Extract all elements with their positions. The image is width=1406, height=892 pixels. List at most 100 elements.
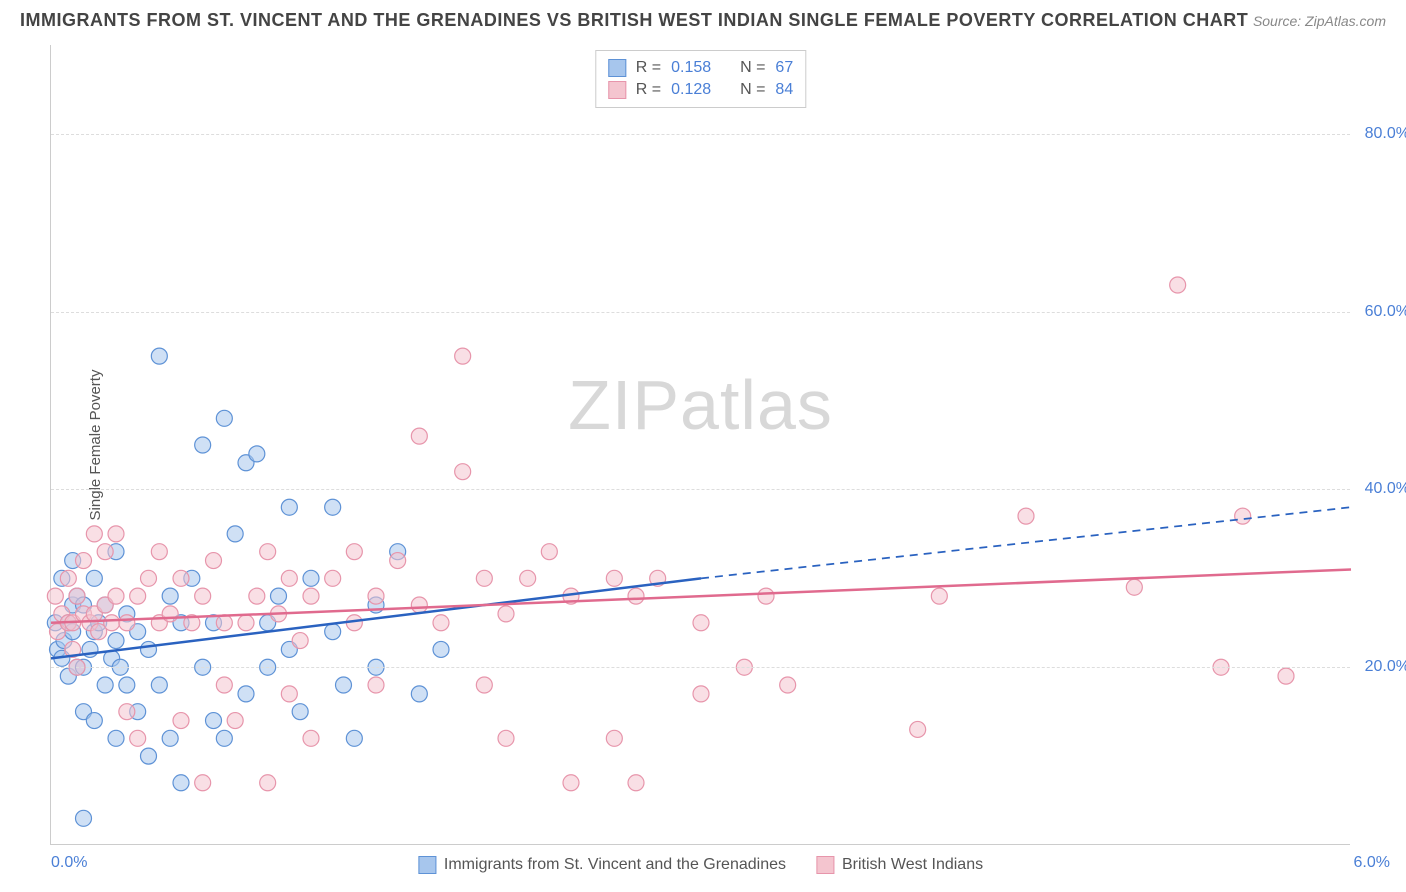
data-point <box>563 775 579 791</box>
data-point <box>216 410 232 426</box>
data-point <box>336 677 352 693</box>
data-point <box>606 570 622 586</box>
series-1-name: Immigrants from St. Vincent and the Gren… <box>444 856 786 874</box>
data-point <box>141 748 157 764</box>
legend-item-1: Immigrants from St. Vincent and the Gren… <box>418 856 786 874</box>
data-point <box>108 633 124 649</box>
data-point <box>227 713 243 729</box>
legend-swatch-series1 <box>418 856 436 874</box>
data-point <box>411 428 427 444</box>
legend-swatch-blue <box>608 59 626 77</box>
data-point <box>162 588 178 604</box>
data-point <box>292 633 308 649</box>
legend-swatch-pink <box>608 81 626 99</box>
plot-area: ZIPatlas R = 0.158 N = 67 R = 0.128 N = … <box>50 45 1350 845</box>
data-point <box>47 588 63 604</box>
x-tick-min: 0.0% <box>51 854 87 872</box>
data-point <box>141 570 157 586</box>
n-value-1: 67 <box>775 59 793 77</box>
data-point <box>119 677 135 693</box>
data-point <box>368 677 384 693</box>
data-point <box>390 553 406 569</box>
data-point <box>498 730 514 746</box>
data-point <box>206 713 222 729</box>
data-point <box>173 713 189 729</box>
n-value-2: 84 <box>775 81 793 99</box>
r-value-2: 0.128 <box>671 81 711 99</box>
data-point <box>346 730 362 746</box>
data-point <box>411 686 427 702</box>
data-point <box>76 810 92 826</box>
gridline <box>51 489 1350 490</box>
data-point <box>108 588 124 604</box>
data-point <box>173 570 189 586</box>
data-point <box>455 348 471 364</box>
data-point <box>86 526 102 542</box>
data-point <box>1235 508 1251 524</box>
data-point <box>303 588 319 604</box>
data-point <box>628 775 644 791</box>
data-point <box>1278 668 1294 684</box>
data-point <box>303 730 319 746</box>
data-point <box>206 553 222 569</box>
data-point <box>758 588 774 604</box>
data-point <box>119 704 135 720</box>
data-point <box>433 641 449 657</box>
data-point <box>271 588 287 604</box>
data-point <box>292 704 308 720</box>
data-point <box>86 570 102 586</box>
data-point <box>104 615 120 631</box>
data-point <box>520 570 536 586</box>
data-point <box>108 526 124 542</box>
data-point <box>151 348 167 364</box>
y-tick-label: 20.0% <box>1365 658 1406 676</box>
data-point <box>130 730 146 746</box>
data-point <box>260 775 276 791</box>
data-point <box>910 721 926 737</box>
legend-item-2: British West Indians <box>816 856 983 874</box>
data-point <box>476 677 492 693</box>
data-point <box>1170 277 1186 293</box>
data-point <box>173 775 189 791</box>
data-point <box>411 597 427 613</box>
plot-svg <box>51 45 1350 844</box>
data-point <box>195 437 211 453</box>
legend-correlation: R = 0.158 N = 67 R = 0.128 N = 84 <box>595 50 806 108</box>
data-point <box>249 588 265 604</box>
data-point <box>227 526 243 542</box>
data-point <box>498 606 514 622</box>
data-point <box>216 677 232 693</box>
data-point <box>151 677 167 693</box>
data-point <box>119 615 135 631</box>
data-point <box>325 624 341 640</box>
legend-row-2: R = 0.128 N = 84 <box>608 79 793 101</box>
data-point <box>141 641 157 657</box>
y-tick-label: 80.0% <box>1365 125 1406 143</box>
data-point <box>249 446 265 462</box>
data-point <box>86 713 102 729</box>
data-point <box>281 499 297 515</box>
data-point <box>325 570 341 586</box>
data-point <box>281 686 297 702</box>
data-point <box>931 588 947 604</box>
data-point <box>238 615 254 631</box>
data-point <box>216 730 232 746</box>
data-point <box>476 570 492 586</box>
chart-container: Single Female Poverty ZIPatlas R = 0.158… <box>50 45 1390 845</box>
data-point <box>162 730 178 746</box>
data-point <box>693 686 709 702</box>
x-tick-max: 6.0% <box>1354 854 1390 872</box>
data-point <box>108 730 124 746</box>
data-point <box>162 606 178 622</box>
data-point <box>238 686 254 702</box>
data-point <box>325 499 341 515</box>
data-point <box>69 588 85 604</box>
data-point <box>281 570 297 586</box>
legend-series: Immigrants from St. Vincent and the Gren… <box>418 856 983 874</box>
data-point <box>303 570 319 586</box>
data-point <box>76 553 92 569</box>
data-point <box>130 588 146 604</box>
data-point <box>628 588 644 604</box>
data-point <box>195 775 211 791</box>
gridline <box>51 667 1350 668</box>
